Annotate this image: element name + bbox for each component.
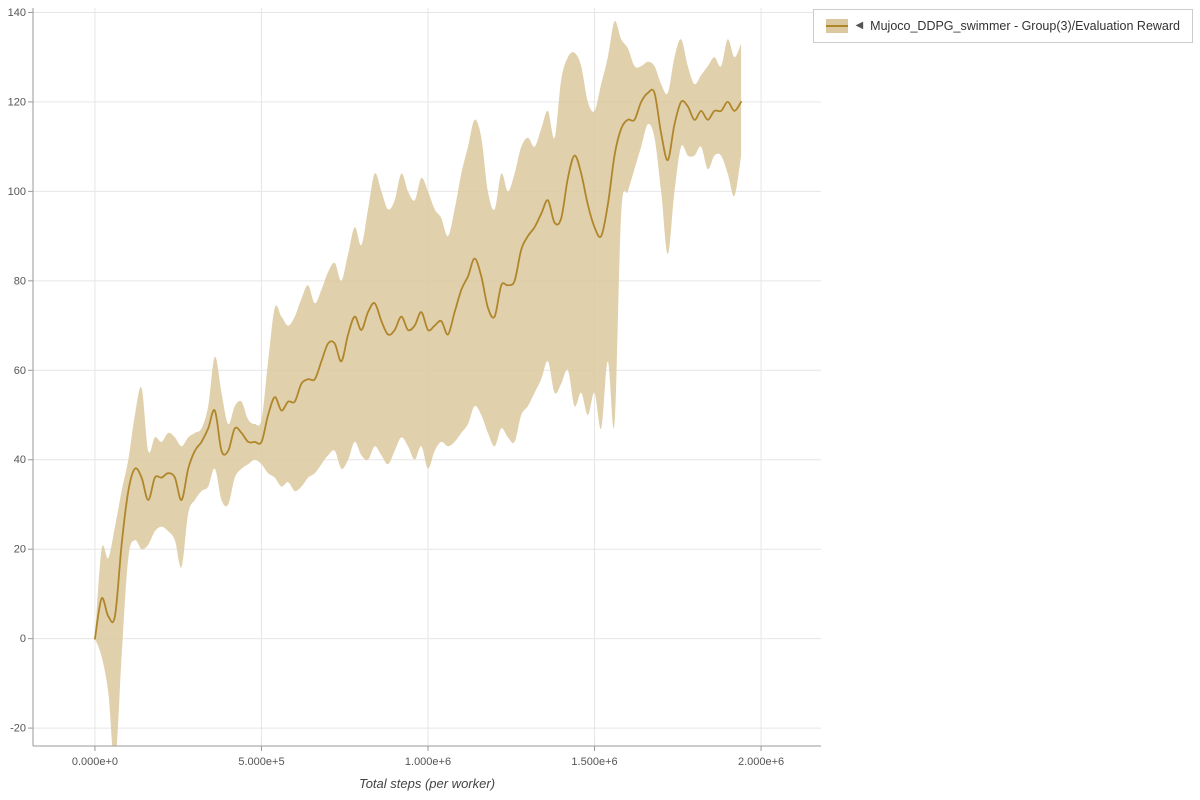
x-tick-label: 0.000e+0 bbox=[72, 756, 118, 768]
legend: ◀ Mujoco_DDPG_swimmer - Group(3)/Evaluat… bbox=[813, 9, 1193, 43]
x-tick-label: 2.000e+6 bbox=[738, 756, 784, 768]
y-tick-label: 20 bbox=[14, 544, 26, 556]
legend-swatch-line bbox=[826, 25, 849, 27]
y-tick-label: -20 bbox=[10, 723, 26, 735]
plot-area: -20 0 20 40 60 80 100 120 140 0.000e+0 5.000e+5 1.0… bbox=[8, 7, 821, 791]
x-tick-label: 1.500e+6 bbox=[571, 756, 617, 768]
y-tick-label: 60 bbox=[14, 365, 26, 377]
legend-swatch-icon bbox=[826, 19, 849, 33]
y-tick-label: 140 bbox=[8, 7, 26, 19]
x-tick-label: 1.000e+6 bbox=[405, 756, 451, 768]
legend-label: Mujoco_DDPG_swimmer - Group(3)/Evaluatio… bbox=[870, 19, 1180, 33]
y-tick-label: 80 bbox=[14, 275, 26, 287]
confidence-band bbox=[94, 21, 742, 746]
line-chart: -20 0 20 40 60 80 100 120 140 0.000e+0 5.000e+5 1.0… bbox=[8, 7, 821, 768]
x-axis-title: Total steps (per worker) bbox=[358, 776, 496, 791]
legend-collapse-icon: ◀ bbox=[855, 20, 864, 31]
mean-line bbox=[94, 88, 742, 640]
y-tick-label: 120 bbox=[8, 96, 26, 108]
y-tick-label: 40 bbox=[14, 454, 26, 466]
y-tick-label: 0 bbox=[20, 633, 26, 645]
legend-item[interactable]: ◀ Mujoco_DDPG_swimmer - Group(3)/Evaluat… bbox=[826, 19, 1180, 33]
y-tick-label: 100 bbox=[8, 186, 26, 198]
x-tick-label: 5.000e+5 bbox=[238, 756, 284, 768]
